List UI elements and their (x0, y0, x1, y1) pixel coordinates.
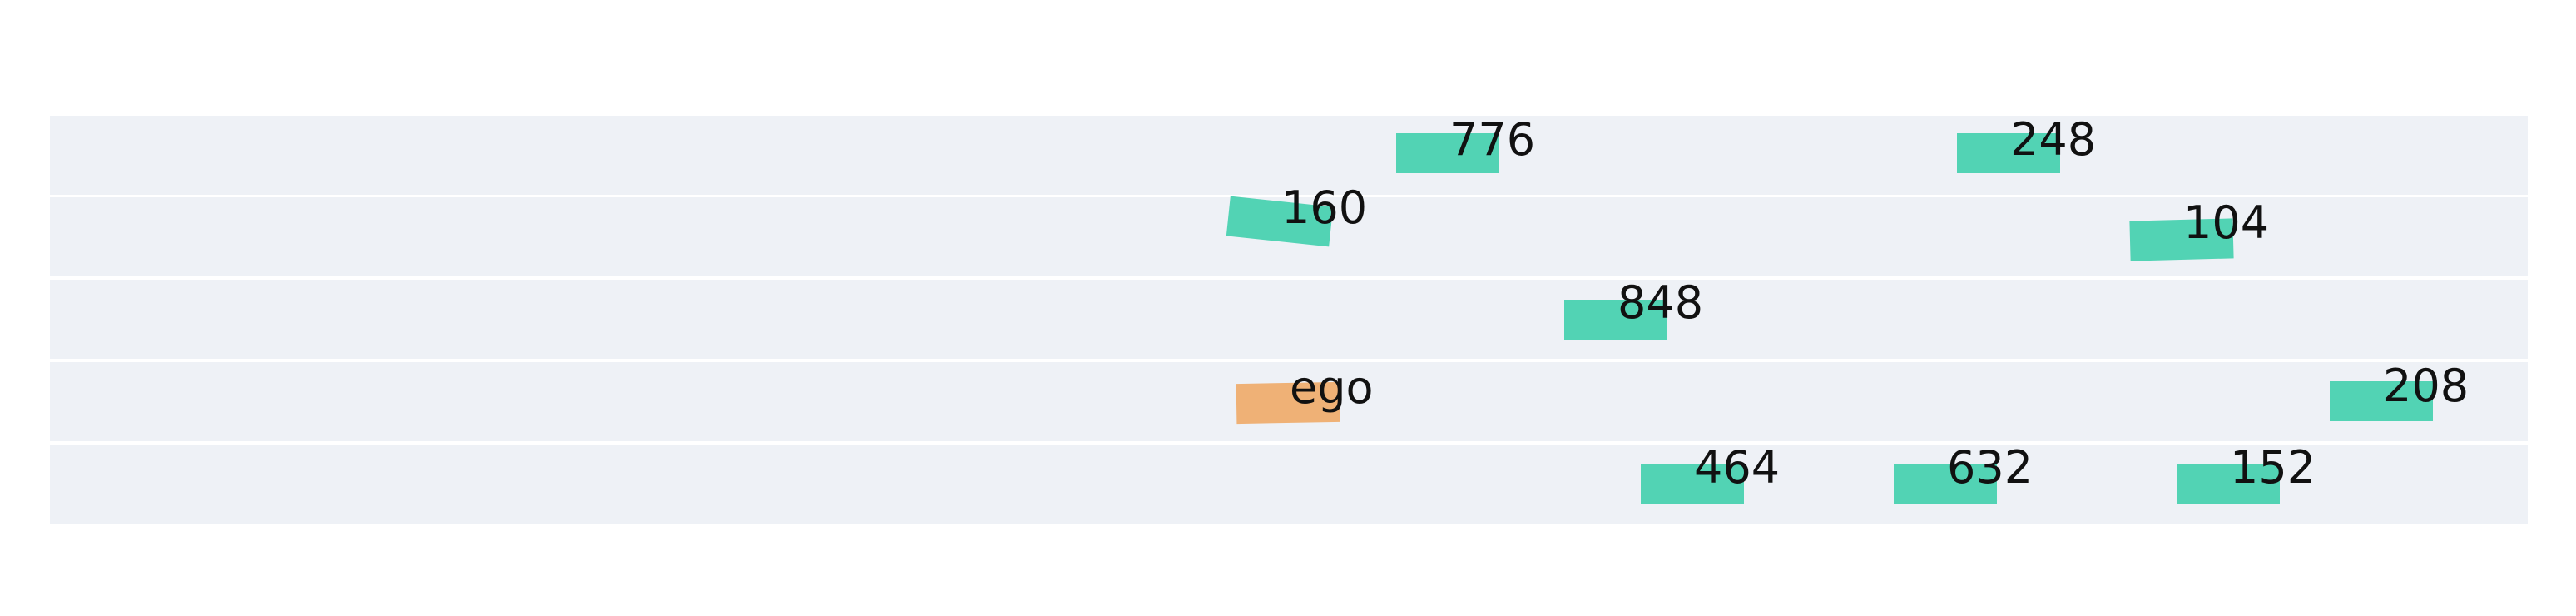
vehicle-body (2177, 464, 2280, 504)
vehicle-152: 152 (2177, 441, 2316, 504)
ego-vehicle: ego (1236, 361, 1374, 425)
lanes (50, 116, 2528, 524)
ego-vehicle-label: ego (1290, 361, 1374, 414)
vehicle-label: 152 (2230, 441, 2316, 494)
lane-5 (50, 445, 2528, 524)
vehicle-label: 632 (1947, 441, 2033, 494)
vehicle-label: 160 (1281, 181, 1367, 234)
vehicle-776: 776 (1396, 113, 1535, 173)
vehicle-464: 464 (1641, 441, 1780, 504)
lane-3 (50, 280, 2528, 359)
vehicle-body (2129, 218, 2234, 261)
vehicle-848: 848 (1564, 276, 1703, 340)
vehicle-body (1226, 196, 1334, 247)
vehicle-248: 248 (1957, 113, 2096, 173)
vehicle-label: 208 (2383, 360, 2469, 412)
vehicles: 776 248 160 104 848 ego 208 464 632 152 (1226, 113, 2469, 504)
vehicle-body (2330, 381, 2433, 421)
vehicle-104: 104 (2129, 196, 2269, 261)
lane-1 (50, 116, 2528, 195)
vehicle-body (1641, 464, 1744, 504)
vehicle-label: 848 (1617, 276, 1703, 329)
vehicle-body (1396, 133, 1499, 173)
vehicle-body (1564, 300, 1667, 340)
vehicle-632: 632 (1894, 441, 2033, 504)
vehicle-label: 464 (1694, 441, 1780, 494)
vehicle-160: 160 (1226, 181, 1367, 247)
vehicle-label: 248 (2010, 113, 2096, 166)
vehicle-body (1894, 464, 1997, 504)
vehicle-label: 776 (1449, 113, 1535, 166)
ego-vehicle-body (1236, 381, 1340, 425)
vehicle-body (1957, 133, 2060, 173)
vehicle-208: 208 (2330, 360, 2469, 421)
vehicle-label: 104 (2183, 196, 2269, 249)
